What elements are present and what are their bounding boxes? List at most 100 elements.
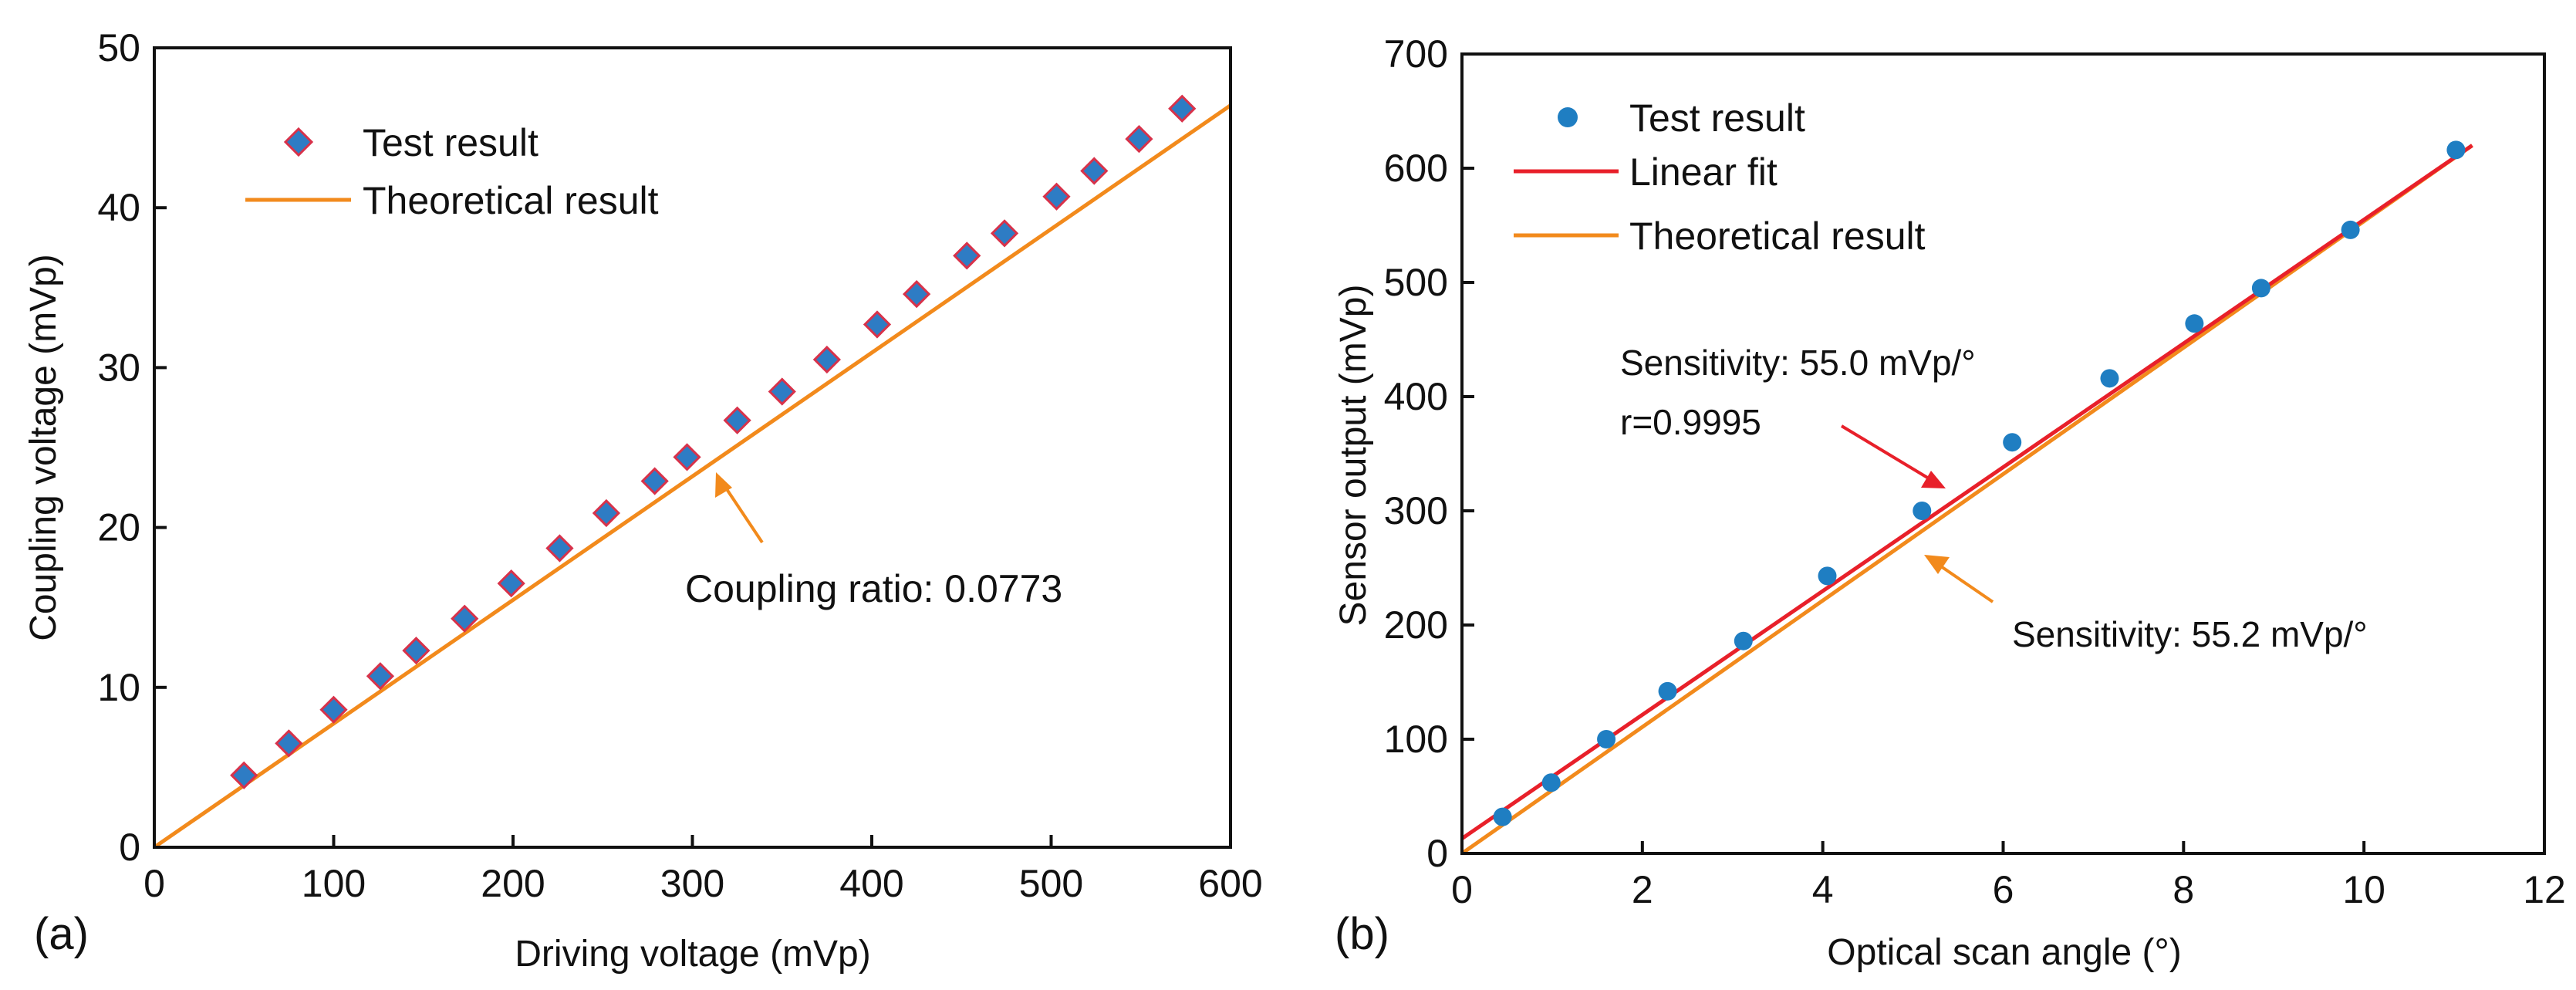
panel-b-test-point-8 xyxy=(2003,433,2022,452)
panel-a-test-point-7 xyxy=(497,569,525,598)
panel-b-test-point-9 xyxy=(2100,369,2119,388)
panel-a-x-tick-label: 0 xyxy=(143,862,165,905)
panel-b-y-tick-label: 300 xyxy=(1384,489,1448,532)
panel-b-x-axis-title: Optical scan angle (°) xyxy=(1827,932,2181,973)
panel-a-x-tick-label: 500 xyxy=(1019,862,1083,905)
panel-a-y-tick-label: 50 xyxy=(97,26,140,69)
panel-a-x-tick-label: 400 xyxy=(839,862,903,905)
panel-a-y-axis-title: Coupling voltage (mVp) xyxy=(23,254,64,641)
panel-a-test-point-20 xyxy=(1080,157,1109,185)
panel-b-label: (b) xyxy=(1335,909,1389,959)
annotation-b-fit-arrow xyxy=(1840,424,1930,480)
panel-a-test-point-4 xyxy=(366,662,395,691)
panel-b-x-tick-label: 12 xyxy=(2523,868,2566,911)
panel-b-y-tick-label: 0 xyxy=(1426,832,1448,875)
panel-a-test-point-15 xyxy=(863,310,892,339)
annotation-a-coupling-ratio: Coupling ratio: 0.0773 xyxy=(685,567,1062,610)
panel-b-test-point-13 xyxy=(2446,140,2466,160)
panel-a-annotation: Coupling ratio: 0.0773 xyxy=(685,472,1062,610)
panel-a-test-point-19 xyxy=(1042,182,1071,211)
panel-b-legend: Test result Linear fit Theoretical resul… xyxy=(1514,96,1926,258)
panel-a-test-point-1 xyxy=(230,761,258,789)
panel-a-test-point-10 xyxy=(640,467,669,495)
legend-a-test-label: Test result xyxy=(363,121,538,164)
panel-a-legend: Test result Theoretical result xyxy=(245,121,659,222)
legend-b-test-marker xyxy=(1558,107,1578,127)
annotation-b-theory-sensitivity: Sensitivity: 55.2 mVp/° xyxy=(2012,614,2368,654)
annotation-a-arrowhead xyxy=(715,472,732,498)
panel-b-y-tick-label: 500 xyxy=(1384,261,1448,304)
panel-b-test-point-11 xyxy=(2251,279,2270,298)
annotation-a-arrow xyxy=(722,483,764,544)
panel-b-x-tick-label: 2 xyxy=(1632,868,1653,911)
panel-b-test-point-6 xyxy=(1818,566,1837,586)
panel-b-x-tick-label: 8 xyxy=(2173,868,2194,911)
panel-b-y-tick-label: 600 xyxy=(1384,147,1448,190)
panel-a-test-point-16 xyxy=(903,279,931,309)
panel-a-theoretical-result-line xyxy=(153,103,1232,850)
legend-a-test-marker xyxy=(283,127,314,157)
panel-b-x-tick-label: 6 xyxy=(1993,868,2014,911)
legend-b-theory-label: Theoretical result xyxy=(1629,215,1926,258)
panel-a-x-tick-label: 300 xyxy=(660,862,724,905)
panel-b-y-tick-label: 400 xyxy=(1384,375,1448,418)
panel-b: 0 2 4 6 8 10 12 0 100 200 300 400 500 600 700 Test res… xyxy=(1333,32,2566,973)
panel-a-marks xyxy=(153,94,1232,850)
panel-a-ticks: 0 100 200 300 400 500 600 0 10 20 30 40 50 xyxy=(97,26,1262,905)
panel-a-test-point-13 xyxy=(768,377,796,406)
annotation-b-theory-arrowhead xyxy=(1924,555,1950,574)
panel-b-annotations: Sensitivity: 55.0 mVp/° r=0.9995 Sensiti… xyxy=(1620,343,2368,654)
panel-b-test-point-3 xyxy=(1597,730,1616,748)
panel-a-test-point-8 xyxy=(545,534,574,563)
annotation-b-theory-arrow xyxy=(1937,563,1994,603)
annotation-b-r-value: r=0.9995 xyxy=(1620,402,1761,442)
panel-a-y-tick-label: 10 xyxy=(97,666,140,709)
legend-b-test-label: Test result xyxy=(1629,96,1805,140)
panel-a-test-point-2 xyxy=(275,729,303,758)
panel-b-test-point-2 xyxy=(1541,773,1561,792)
annotation-b-fit-arrowhead xyxy=(1921,471,1946,488)
panel-b-y-axis-title: Sensor output (mVp) xyxy=(1333,285,1374,627)
panel-b-test-point-5 xyxy=(1734,631,1753,650)
panel-a: 0 100 200 300 400 500 600 0 10 20 30 40 50 Test resu… xyxy=(23,26,1263,975)
panel-b-marks xyxy=(1460,140,2473,856)
panel-b-x-tick-label: 4 xyxy=(1812,868,1834,911)
panel-a-test-point-6 xyxy=(451,604,479,633)
panel-b-x-tick-label: 0 xyxy=(1451,868,1473,911)
panel-b-test-point-1 xyxy=(1493,807,1512,826)
panel-a-y-tick-label: 0 xyxy=(119,826,140,869)
panel-b-y-tick-label: 200 xyxy=(1384,603,1448,647)
panel-a-x-tick-label: 600 xyxy=(1198,862,1262,905)
panel-a-y-tick-label: 40 xyxy=(97,186,140,229)
panel-a-x-tick-label: 200 xyxy=(481,862,545,905)
panel-b-test-point-10 xyxy=(2185,314,2204,333)
panel-a-test-point-18 xyxy=(990,219,1019,248)
panel-b-y-tick-label: 700 xyxy=(1384,32,1448,76)
legend-b-fit-label: Linear fit xyxy=(1629,150,1778,194)
panel-a-x-tick-label: 100 xyxy=(302,862,366,905)
panel-b-linear-fit-line xyxy=(1460,144,2473,840)
panel-a-y-tick-label: 30 xyxy=(97,346,140,389)
panel-a-plot-frame xyxy=(153,46,1232,849)
panel-a-test-point-5 xyxy=(402,637,430,665)
panel-b-y-tick-label: 100 xyxy=(1384,718,1448,761)
panel-a-test-point-22 xyxy=(1168,94,1197,123)
panel-b-test-point-12 xyxy=(2341,220,2360,239)
panel-b-test-point-4 xyxy=(1658,681,1677,701)
panel-a-label: (a) xyxy=(34,909,89,959)
panel-a-test-point-3 xyxy=(319,695,348,724)
panel-b-x-tick-label: 10 xyxy=(2342,868,2385,911)
panel-b-test-point-7 xyxy=(1913,502,1932,520)
panel-a-x-axis-title: Driving voltage (mVp) xyxy=(515,934,870,975)
panel-b-ticks: 0 2 4 6 8 10 12 0 100 200 300 400 500 600 700 xyxy=(1384,32,2566,911)
panel-b-theoretical-result-line xyxy=(1460,144,2473,856)
panel-a-y-tick-label: 20 xyxy=(97,506,140,549)
panel-a-test-point-17 xyxy=(953,242,981,270)
panel-b-plot-frame xyxy=(1460,52,2546,855)
panel-a-test-point-11 xyxy=(673,443,701,471)
panel-a-test-point-12 xyxy=(723,406,751,434)
annotation-b-fit-sensitivity: Sensitivity: 55.0 mVp/° xyxy=(1620,343,1976,383)
legend-a-theory-label: Theoretical result xyxy=(363,179,659,222)
panel-a-test-point-14 xyxy=(812,345,842,374)
